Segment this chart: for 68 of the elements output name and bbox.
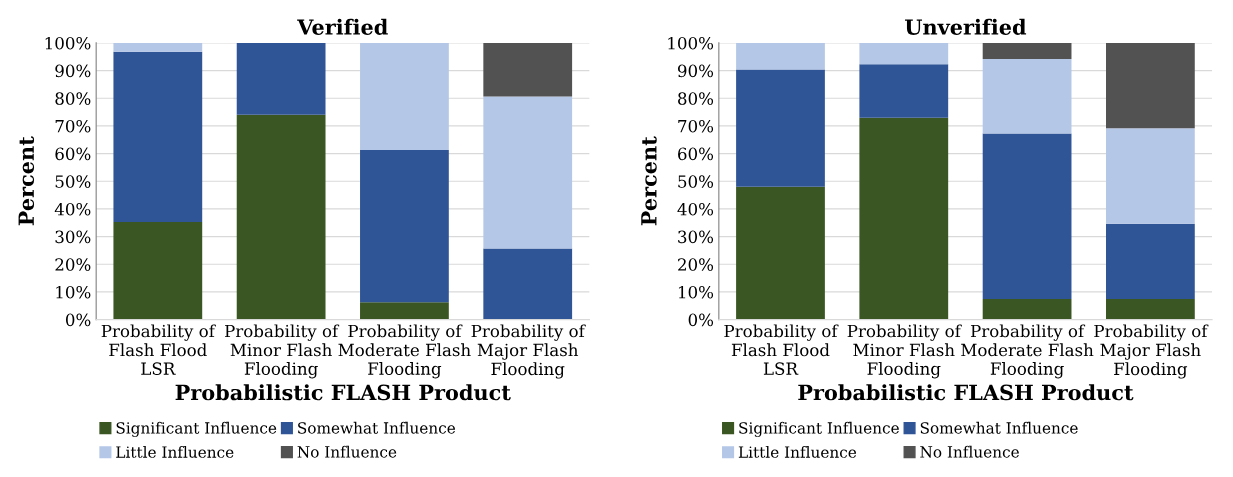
bar [1106, 42, 1195, 129]
y-tick-label: 90% [55, 64, 91, 78]
y-tick-label: 20% [678, 258, 714, 271]
y-tick-label: 40% [677, 202, 714, 216]
bar [113, 51, 203, 222]
bar [982, 58, 1072, 134]
y-tick-label: 10% [678, 285, 714, 299]
y-tick-label: 70% [55, 119, 91, 133]
bar [1106, 299, 1195, 320]
y-tick-label: 50% [55, 175, 91, 188]
y-tick-label: 30% [678, 230, 714, 244]
y-tick-label: 80% [678, 92, 714, 105]
bar [736, 42, 825, 70]
chart-title: Unverified [905, 18, 1027, 35]
x-axis-title: Probabilistic FLASH Product [175, 384, 511, 401]
legend-label: Significant Influence [116, 421, 277, 437]
chart-title: Verified [297, 18, 388, 35]
y-tick-label: 0% [688, 313, 714, 327]
legend-label: Little Influence [116, 446, 234, 458]
y-tick-label: 10% [56, 285, 91, 299]
x-axis-title: Probabilistic FLASH Product [798, 384, 1134, 401]
legend-label: No Influence [920, 445, 1019, 458]
bar [736, 186, 825, 320]
bar [859, 64, 949, 118]
bar [859, 117, 949, 320]
x-tick-label: Probability of Moderate Flash Flooding [338, 324, 471, 379]
bar [360, 42, 449, 150]
bar [1106, 128, 1195, 224]
y-axis-title: Percent [18, 136, 35, 226]
bar [982, 133, 1072, 300]
x-tick-label: Probability of Flash Flood LSR [101, 324, 216, 375]
legend-label: Little Influence [738, 446, 857, 458]
y-tick-label: 80% [55, 92, 91, 105]
bar [113, 42, 203, 52]
x-tick-label: Probability of Moderate Flash Flooding [961, 324, 1094, 379]
legend-label: Somewhat Influence [920, 421, 1078, 434]
y-axis-title: Percent [641, 136, 657, 226]
bar [483, 42, 573, 97]
y-tick-label: 30% [55, 230, 91, 244]
bar [1106, 223, 1195, 300]
y-tick-label: 50% [678, 175, 714, 188]
x-tick-label: Probability of Major Flash Flooding [1094, 324, 1209, 379]
y-tick-label: 40% [54, 202, 91, 216]
bar [360, 150, 449, 303]
y-tick-label: 100% [45, 36, 91, 50]
legend-label: Somewhat Influence [298, 421, 456, 434]
bar [236, 42, 326, 115]
y-tick-label: 60% [678, 147, 714, 161]
bar [483, 248, 573, 320]
bar [236, 114, 326, 320]
legend-label: Significant Influence [739, 421, 899, 437]
y-tick-label: 70% [678, 119, 714, 133]
y-tick-label: 90% [677, 64, 714, 78]
bar [982, 42, 1072, 59]
y-tick-label: 20% [55, 258, 91, 271]
x-tick-label: Probability of Minor Flash Flooding [847, 324, 962, 379]
bar [483, 96, 573, 249]
bar [113, 221, 203, 320]
y-tick-label: 60% [55, 147, 91, 161]
bar [982, 299, 1072, 320]
bar [360, 302, 449, 320]
x-tick-label: Probability of Flash Flood LSR [724, 324, 839, 375]
legend-label: No Influence [297, 445, 397, 458]
y-tick-label: 0% [65, 313, 91, 327]
bar [736, 69, 825, 187]
y-tick-label: 100% [668, 36, 714, 50]
bar [859, 42, 949, 65]
x-tick-label: Probability of Major Flash Flooding [471, 324, 586, 379]
